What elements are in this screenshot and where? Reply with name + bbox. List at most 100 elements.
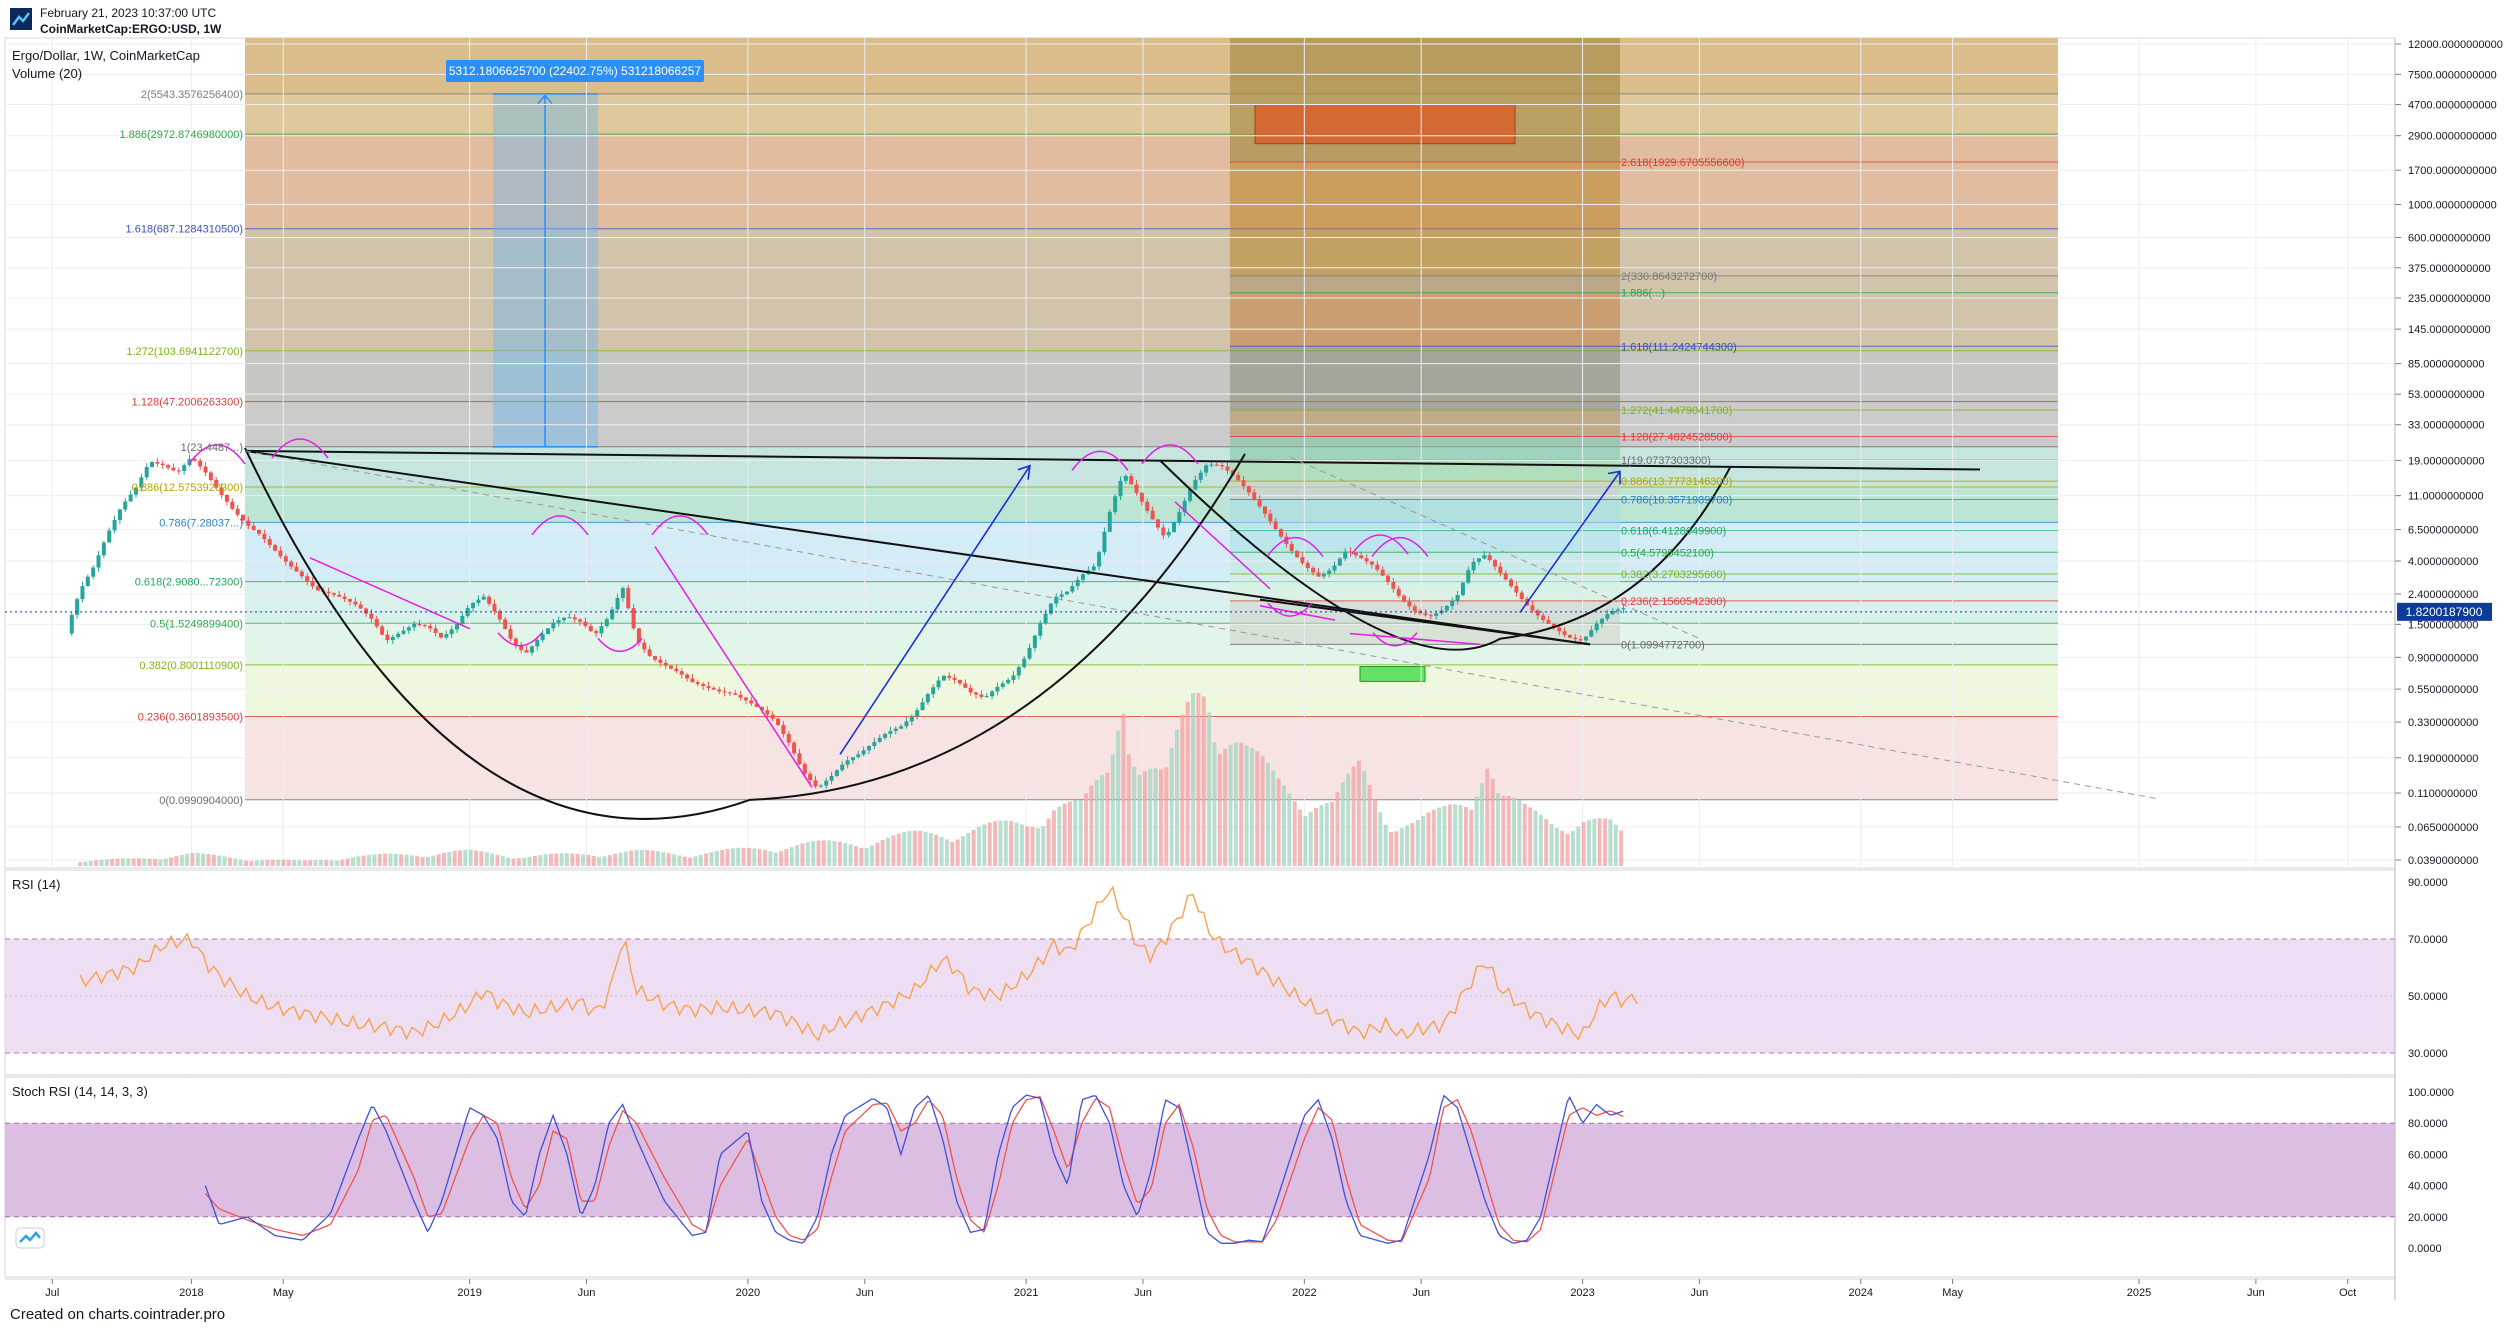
candle-body bbox=[1530, 605, 1535, 611]
volume-bar bbox=[1613, 824, 1618, 866]
stoch-axis[interactable]: 100.0000 80.0000 60.0000 40.0000 20.0000 0.00… bbox=[2408, 1087, 2454, 1255]
candle-body bbox=[331, 593, 336, 595]
candle-body bbox=[1551, 623, 1556, 628]
candle-body bbox=[1155, 519, 1160, 528]
fib-left-label: 1.272(103.6941122700) bbox=[126, 346, 243, 358]
candle-body bbox=[1236, 474, 1241, 481]
volume-bar bbox=[1378, 812, 1383, 866]
candle-body bbox=[931, 687, 936, 695]
volume-bar bbox=[816, 840, 821, 866]
pattern-arc bbox=[531, 515, 589, 536]
candle-body bbox=[310, 581, 315, 587]
candle-body bbox=[733, 693, 738, 695]
volume-bar bbox=[484, 852, 489, 866]
volume-bar bbox=[554, 853, 559, 866]
volume-bar bbox=[966, 832, 971, 866]
candle-body bbox=[968, 687, 973, 693]
volume-bar bbox=[436, 854, 441, 866]
candle-body bbox=[1204, 465, 1209, 473]
candle-body bbox=[1375, 564, 1380, 570]
candle-body bbox=[990, 691, 995, 697]
candle-body bbox=[1129, 476, 1134, 485]
volume-bar bbox=[1383, 824, 1388, 866]
volume-bar bbox=[1372, 798, 1377, 866]
volume-bar bbox=[1405, 825, 1410, 866]
time-tick-label: 2025 bbox=[2127, 1287, 2151, 1299]
volume-bar bbox=[1025, 826, 1030, 866]
candle-body bbox=[1123, 476, 1128, 481]
candle-body bbox=[117, 509, 122, 520]
candle-body bbox=[1182, 500, 1187, 513]
volume-bar bbox=[1260, 756, 1265, 866]
volume-bar bbox=[254, 860, 259, 866]
volume-bar bbox=[1276, 778, 1281, 866]
volume-bar bbox=[1496, 793, 1501, 866]
candle-body bbox=[626, 587, 631, 609]
volume-bar bbox=[367, 854, 372, 866]
fib-zone bbox=[245, 228, 2058, 351]
candle-body bbox=[1011, 675, 1016, 680]
volume-bar bbox=[950, 841, 955, 866]
price-axis[interactable]: 12000.0000000000 7500.0000000000 4700.0000… bbox=[2395, 39, 2503, 867]
candle-body bbox=[1150, 510, 1155, 520]
fib-right-label: 0(1.0994772700) bbox=[1621, 639, 1705, 651]
volume-bar bbox=[88, 860, 93, 866]
candle-body bbox=[1332, 565, 1337, 571]
rsi-pane[interactable]: RSI (14) bbox=[4, 869, 2396, 1076]
candle-body bbox=[540, 634, 545, 640]
candle-body bbox=[658, 659, 663, 663]
candle-body bbox=[727, 692, 732, 694]
rsi-axis[interactable]: 90.0000 70.0000 50.0000 30.0000 bbox=[2408, 877, 2448, 1060]
candle-body bbox=[1241, 480, 1246, 487]
candle-body bbox=[872, 741, 877, 746]
volume-bar bbox=[736, 847, 741, 866]
candle-body bbox=[1391, 581, 1396, 589]
header-date: February 21, 2023 10:37:00 UTC bbox=[40, 6, 217, 20]
candle-body bbox=[1225, 466, 1230, 471]
candle-body bbox=[380, 626, 385, 635]
candle-body bbox=[1220, 465, 1225, 467]
candle-body bbox=[487, 596, 492, 604]
price-pane[interactable]: 2(5543.3576256400) 1.886(2972.8746980000)… bbox=[4, 37, 2492, 1277]
candle-body bbox=[508, 629, 513, 639]
fib-zone bbox=[1230, 292, 1620, 347]
volume-bar bbox=[1142, 771, 1147, 866]
time-tick-label: Jun bbox=[1134, 1287, 1152, 1299]
time-axis[interactable]: Jul 2018 May 2019 Jun 2020 Jun 2021 Jun 2022 Jun 20… bbox=[5, 1278, 2395, 1299]
candle-body bbox=[786, 733, 791, 743]
candle-body bbox=[1032, 635, 1037, 648]
stoch-tick-label: 60.0000 bbox=[2408, 1149, 2448, 1161]
fib-zone bbox=[245, 93, 2058, 135]
candle-body bbox=[481, 596, 486, 600]
time-tick-label: Jun bbox=[1691, 1287, 1709, 1299]
stoch-grid bbox=[5, 1094, 2395, 1244]
volume-bar bbox=[837, 841, 842, 866]
volume-bar bbox=[233, 858, 238, 866]
price-candles bbox=[69, 454, 1626, 790]
candle-body bbox=[1054, 596, 1059, 604]
volume-bar bbox=[351, 857, 356, 866]
price-tick-label: 0.0650000000 bbox=[2408, 822, 2478, 834]
time-tick-label: 2021 bbox=[1014, 1287, 1038, 1299]
price-tick-label: 2900.0000000000 bbox=[2408, 131, 2497, 143]
candle-body bbox=[369, 613, 374, 619]
candle-body bbox=[556, 620, 561, 623]
fib-right-label: 0.236(2.1560542300) bbox=[1621, 596, 1726, 608]
volume-bar bbox=[495, 854, 500, 866]
volume-bar bbox=[811, 841, 816, 866]
candle-body bbox=[642, 642, 647, 650]
volume-bar bbox=[1399, 828, 1404, 866]
candle-body bbox=[952, 677, 957, 680]
pattern-arc bbox=[1141, 444, 1199, 465]
volume-bar bbox=[698, 854, 703, 866]
stoch-rsi-pane[interactable]: Stoch RSI (14, 14, 3, 3) bbox=[4, 1076, 2396, 1278]
candle-body bbox=[1289, 544, 1294, 552]
time-tick-label: 2019 bbox=[457, 1287, 481, 1299]
price-tick-label: 1000.0000000000 bbox=[2408, 199, 2497, 211]
rsi-tick-label: 30.0000 bbox=[2408, 1048, 2448, 1060]
fib-zone bbox=[1230, 436, 1620, 461]
candle-body bbox=[160, 463, 165, 466]
candle-body bbox=[1605, 614, 1610, 619]
volume-bar bbox=[1389, 832, 1394, 866]
